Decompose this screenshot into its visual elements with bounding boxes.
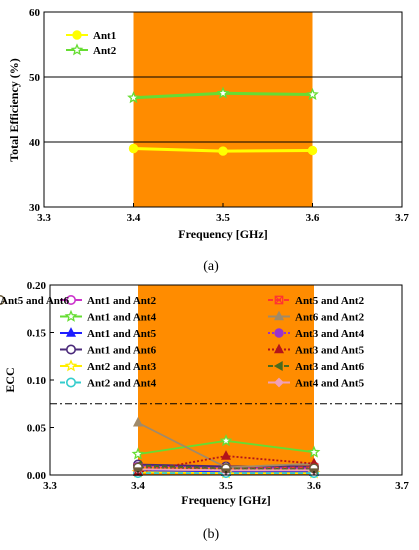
a-x-tick-label-3: 3.6 <box>306 212 320 224</box>
panel-b-y-axis-title: ECC <box>3 367 17 392</box>
b-legend-label-1: Ant1 and Ant4 <box>87 312 157 324</box>
b-x-tick-label-2: 3.5 <box>219 480 233 492</box>
a-y-tick-label-0: 30 <box>29 202 41 214</box>
b-legend-marker-7 <box>273 310 285 321</box>
a-series-0-point-2 <box>307 145 318 156</box>
a-legend-item-1: Ant2 <box>66 43 117 57</box>
b-legend-item-7: Ant6 and Ant2 <box>268 310 365 324</box>
a-legend-marker-0 <box>72 30 82 40</box>
b-series-12-point-0 <box>133 462 143 473</box>
b-x-tick-label-1: 3.4 <box>131 480 145 492</box>
a-y-tick-label-2: 50 <box>29 72 41 84</box>
a-x-tick-label-4: 3.7 <box>395 212 409 224</box>
a-x-tick-label-1: 3.4 <box>127 212 141 224</box>
b-x-tick-label-3: 3.6 <box>307 480 321 492</box>
a-series-1-point-1 <box>216 86 230 99</box>
b-legend-label-0: Ant1 and Ant2 <box>87 295 157 307</box>
b-legend-label-9: Ant3 and Ant5 <box>295 345 365 357</box>
b-legend-marker-9 <box>273 343 285 354</box>
b-legend-item-10: Ant3 and Ant6 <box>268 360 365 373</box>
a-series-1-point-2 <box>306 87 319 100</box>
b-legend-item-8: Ant3 and Ant4 <box>268 328 365 340</box>
b-legend-item-6: Ant5 and Ant2 <box>268 295 365 307</box>
b-legend-label-2: Ant1 and Ant5 <box>87 328 157 340</box>
b-legend-item-12: Ant5 and Ant6 <box>0 295 70 307</box>
a-y-tick-label-1: 40 <box>29 137 41 149</box>
a-legend-label-1: Ant2 <box>93 45 117 57</box>
b-x-tick-label-4: 3.7 <box>395 480 409 492</box>
b-series-9-point-1 <box>220 450 232 460</box>
b-legend-marker-5 <box>66 377 77 388</box>
b-legend-marker-1 <box>64 309 78 322</box>
b-legend-marker-6 <box>274 295 284 305</box>
b-legend-label-12: Ant5 and Ant6 <box>0 295 70 307</box>
a-legend-item-0: Ant1 <box>66 30 116 42</box>
a-series-0-point-1 <box>218 146 228 156</box>
panel-b-label: (b) <box>203 527 220 542</box>
b-y-tick-label-4: 0.20 <box>27 280 47 292</box>
b-legend-marker-0 <box>66 294 77 305</box>
b-legend-item-1: Ant1 and Ant4 <box>60 309 157 324</box>
b-legend-marker-3 <box>66 344 77 355</box>
b-legend-marker-11 <box>274 377 284 388</box>
b-y-tick-label-2: 0.10 <box>27 375 47 387</box>
b-legend-item-0: Ant1 and Ant2 <box>60 294 157 307</box>
b-legend-item-4: Ant2 and Ant3 <box>60 359 157 373</box>
a-x-tick-label-2: 3.5 <box>216 212 230 224</box>
b-y-tick-label-0: 0.00 <box>27 470 47 482</box>
b-y-tick-label-3: 0.15 <box>27 328 47 340</box>
b-series-1-point-2 <box>307 445 321 458</box>
b-series-1-point-1 <box>219 434 233 447</box>
b-legend-label-3: Ant1 and Ant6 <box>87 345 157 357</box>
panel-b-shaded-band <box>138 285 314 475</box>
b-legend-item-5: Ant2 and Ant4 <box>60 377 157 390</box>
b-legend-marker-8 <box>274 328 284 338</box>
b-legend-label-10: Ant3 and Ant6 <box>295 361 365 373</box>
a-series-1-point-0 <box>127 91 140 104</box>
panel-a-y-axis-title: Total Efficiency (%) <box>7 58 21 162</box>
a-x-tick-label-0: 3.3 <box>37 212 51 224</box>
b-legend-marker-2 <box>65 327 77 337</box>
a-legend-marker-1 <box>70 43 84 56</box>
panel-a-label: (a) <box>203 259 219 274</box>
b-series-1-point-0 <box>131 447 145 460</box>
b-legend-label-11: Ant4 and Ant5 <box>295 378 365 390</box>
a-legend-label-0: Ant1 <box>93 30 116 42</box>
panel-b-ecc-chart: 3.3 3.4 3.5 3.6 3.7 0.00 0.05 0.10 0.15 0.20 Freq… <box>0 280 409 542</box>
b-legend-label-6: Ant5 and Ant2 <box>295 295 365 307</box>
b-legend-item-11: Ant4 and Ant5 <box>268 378 365 390</box>
b-legend-label-4: Ant2 and Ant3 <box>87 361 157 373</box>
b-y-tick-label-1: 0.05 <box>27 423 47 435</box>
b-legend-marker-12 <box>0 295 5 305</box>
b-legend-marker-10 <box>273 360 283 372</box>
b-legend-label-7: Ant6 and Ant2 <box>295 312 365 324</box>
b-legend-item-9: Ant3 and Ant5 <box>268 343 365 357</box>
b-legend-marker-4 <box>64 359 78 372</box>
a-y-tick-label-3: 60 <box>29 7 41 19</box>
b-legend-item-2: Ant1 and Ant5 <box>60 327 157 340</box>
b-series-7-point-0 <box>132 416 144 427</box>
panel-a-shaded-band <box>133 12 313 207</box>
a-series-0-point-0 <box>128 143 139 154</box>
b-legend-label-8: Ant3 and Ant4 <box>295 328 365 340</box>
panel-b-x-axis-title: Frequency [GHz] <box>181 493 270 507</box>
b-x-tick-label-0: 3.3 <box>43 480 57 492</box>
panel-a-x-axis-title: Frequency [GHz] <box>178 227 267 241</box>
b-legend-label-5: Ant2 and Ant4 <box>87 378 157 390</box>
b-legend-item-3: Ant1 and Ant6 <box>60 344 157 357</box>
